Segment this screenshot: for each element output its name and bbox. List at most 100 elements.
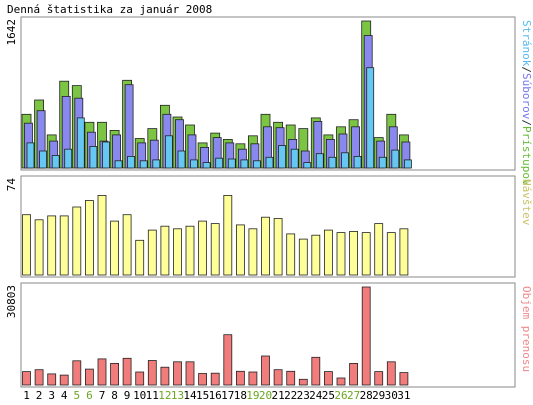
bar-návštev-day-11 — [147, 229, 157, 276]
bar-návštev-day-31 — [399, 228, 409, 276]
bar-objem-prenosu-day-11 — [147, 360, 157, 386]
bar-objem-prenosu-day-10 — [135, 371, 145, 386]
bar-stránok-day-22 — [290, 148, 299, 169]
bar-objem-prenosu-day-14 — [185, 361, 195, 386]
day-label-6: 6 — [86, 389, 93, 402]
day-label-23: 23 — [297, 389, 310, 402]
bar-objem-prenosu-day-20 — [261, 355, 270, 386]
bar-stránok-day-23 — [303, 162, 312, 169]
bar-objem-prenosu-day-4 — [59, 374, 69, 386]
day-label-3: 3 — [48, 389, 55, 402]
bar-stránok-day-21 — [278, 145, 287, 169]
day-label-26: 26 — [334, 389, 347, 402]
bar-návštev-day-26 — [336, 232, 346, 276]
chart-title: Denná štatistika za január 2008 — [7, 3, 212, 16]
bar-návštev-day-10 — [135, 239, 145, 276]
bar-objem-prenosu-day-24 — [311, 356, 321, 386]
legend-part-1: Stránok — [520, 20, 533, 67]
bar-stránok-day-8 — [114, 160, 123, 169]
bar-objem-prenosu-day-3 — [47, 373, 57, 386]
bar-návštev-day-2 — [34, 219, 44, 276]
day-label-25: 25 — [322, 389, 335, 402]
bar-stránok-day-14 — [190, 159, 198, 169]
legend-part-4: / — [520, 119, 533, 126]
bar-stránok-day-28 — [366, 67, 375, 169]
bar-objem-prenosu-day-25 — [323, 371, 333, 386]
bar-súborov-day-9 — [124, 84, 134, 169]
bar-objem-prenosu-day-31 — [399, 372, 409, 386]
day-label-21: 21 — [271, 389, 284, 402]
bar-stránok-day-7 — [102, 141, 110, 169]
bar-stránok-day-27 — [353, 155, 362, 169]
panel-frame — [20, 175, 516, 278]
day-label-20: 20 — [259, 389, 272, 402]
bar-stránok-day-9 — [127, 155, 135, 169]
bar-návštev-day-16 — [210, 223, 220, 276]
day-label-15: 15 — [196, 389, 209, 402]
panel-frame — [20, 16, 516, 171]
panel-frame — [20, 282, 516, 388]
bar-objem-prenosu-day-29 — [374, 371, 384, 386]
bar-stránok-day-17 — [227, 158, 236, 169]
bar-objem-prenosu-day-9 — [122, 357, 132, 386]
bar-stránok-day-13 — [177, 150, 186, 169]
bar-objem-prenosu-day-7 — [97, 358, 107, 386]
bar-stránok-day-2 — [39, 150, 47, 169]
day-label-11: 11 — [146, 389, 159, 402]
legend-part-1: Objem prenosu — [520, 286, 533, 372]
bar-objem-prenosu-day-19 — [248, 371, 258, 386]
bar-stránok-day-30 — [391, 149, 400, 169]
legend-part-1: Návštev — [520, 179, 533, 226]
day-label-5: 5 — [73, 389, 80, 402]
legend-part-2: / — [520, 66, 533, 73]
day-label-4: 4 — [61, 389, 68, 402]
bar-návštev-day-4 — [59, 215, 69, 276]
bar-návštev-day-5 — [72, 206, 82, 276]
bar-stránok-day-16 — [215, 157, 224, 169]
axis-max-label: 74 — [5, 178, 18, 192]
day-label-28: 28 — [360, 389, 373, 402]
day-label-10: 10 — [133, 389, 146, 402]
bar-návštev-day-1 — [22, 214, 31, 276]
day-label-31: 31 — [397, 389, 410, 402]
day-label-1: 1 — [23, 389, 30, 402]
bar-stránok-day-4 — [64, 148, 73, 169]
bar-návštev-day-15 — [198, 220, 208, 276]
day-label-2: 2 — [36, 389, 43, 402]
legend-part-5: Prístupov — [520, 126, 533, 186]
bar-návštev-day-12 — [160, 225, 170, 276]
bar-objem-prenosu-day-17 — [223, 334, 233, 386]
series-legend-label: Stránok/Súborov/Prístupov — [520, 20, 533, 186]
bar-objem-prenosu-day-15 — [198, 373, 208, 386]
bar-objem-prenosu-day-13 — [173, 361, 182, 386]
bar-návštev-day-17 — [223, 194, 233, 276]
bar-návštev-day-13 — [173, 228, 182, 276]
bar-objem-prenosu-day-12 — [160, 366, 170, 386]
day-label-27: 27 — [347, 389, 360, 402]
panel-1: 1642 Stránok/Súborov/Prístupov — [5, 16, 533, 186]
day-label-7: 7 — [99, 389, 106, 402]
bar-objem-prenosu-day-16 — [210, 372, 220, 386]
bar-objem-prenosu-day-2 — [34, 369, 44, 386]
bar-návštev-day-30 — [386, 232, 396, 276]
bar-návštev-day-14 — [185, 225, 195, 276]
bar-návštev-day-18 — [235, 224, 245, 276]
bar-objem-prenosu-day-21 — [273, 369, 283, 386]
bar-návštev-day-25 — [323, 229, 333, 276]
bar-stránok-day-3 — [51, 155, 60, 169]
bar-stránok-day-10 — [139, 160, 148, 169]
day-label-14: 14 — [183, 389, 197, 402]
bar-stránok-day-26 — [341, 152, 349, 169]
bar-objem-prenosu-day-22 — [286, 370, 296, 386]
bar-stránok-day-15 — [202, 162, 211, 169]
bar-návštev-day-23 — [298, 238, 308, 276]
day-label-29: 29 — [372, 389, 385, 402]
day-label-24: 24 — [309, 389, 323, 402]
day-label-17: 17 — [221, 389, 234, 402]
day-label-12: 12 — [158, 389, 171, 402]
bar-objem-prenosu-day-28 — [361, 286, 371, 386]
bar-stránok-day-12 — [164, 135, 173, 169]
